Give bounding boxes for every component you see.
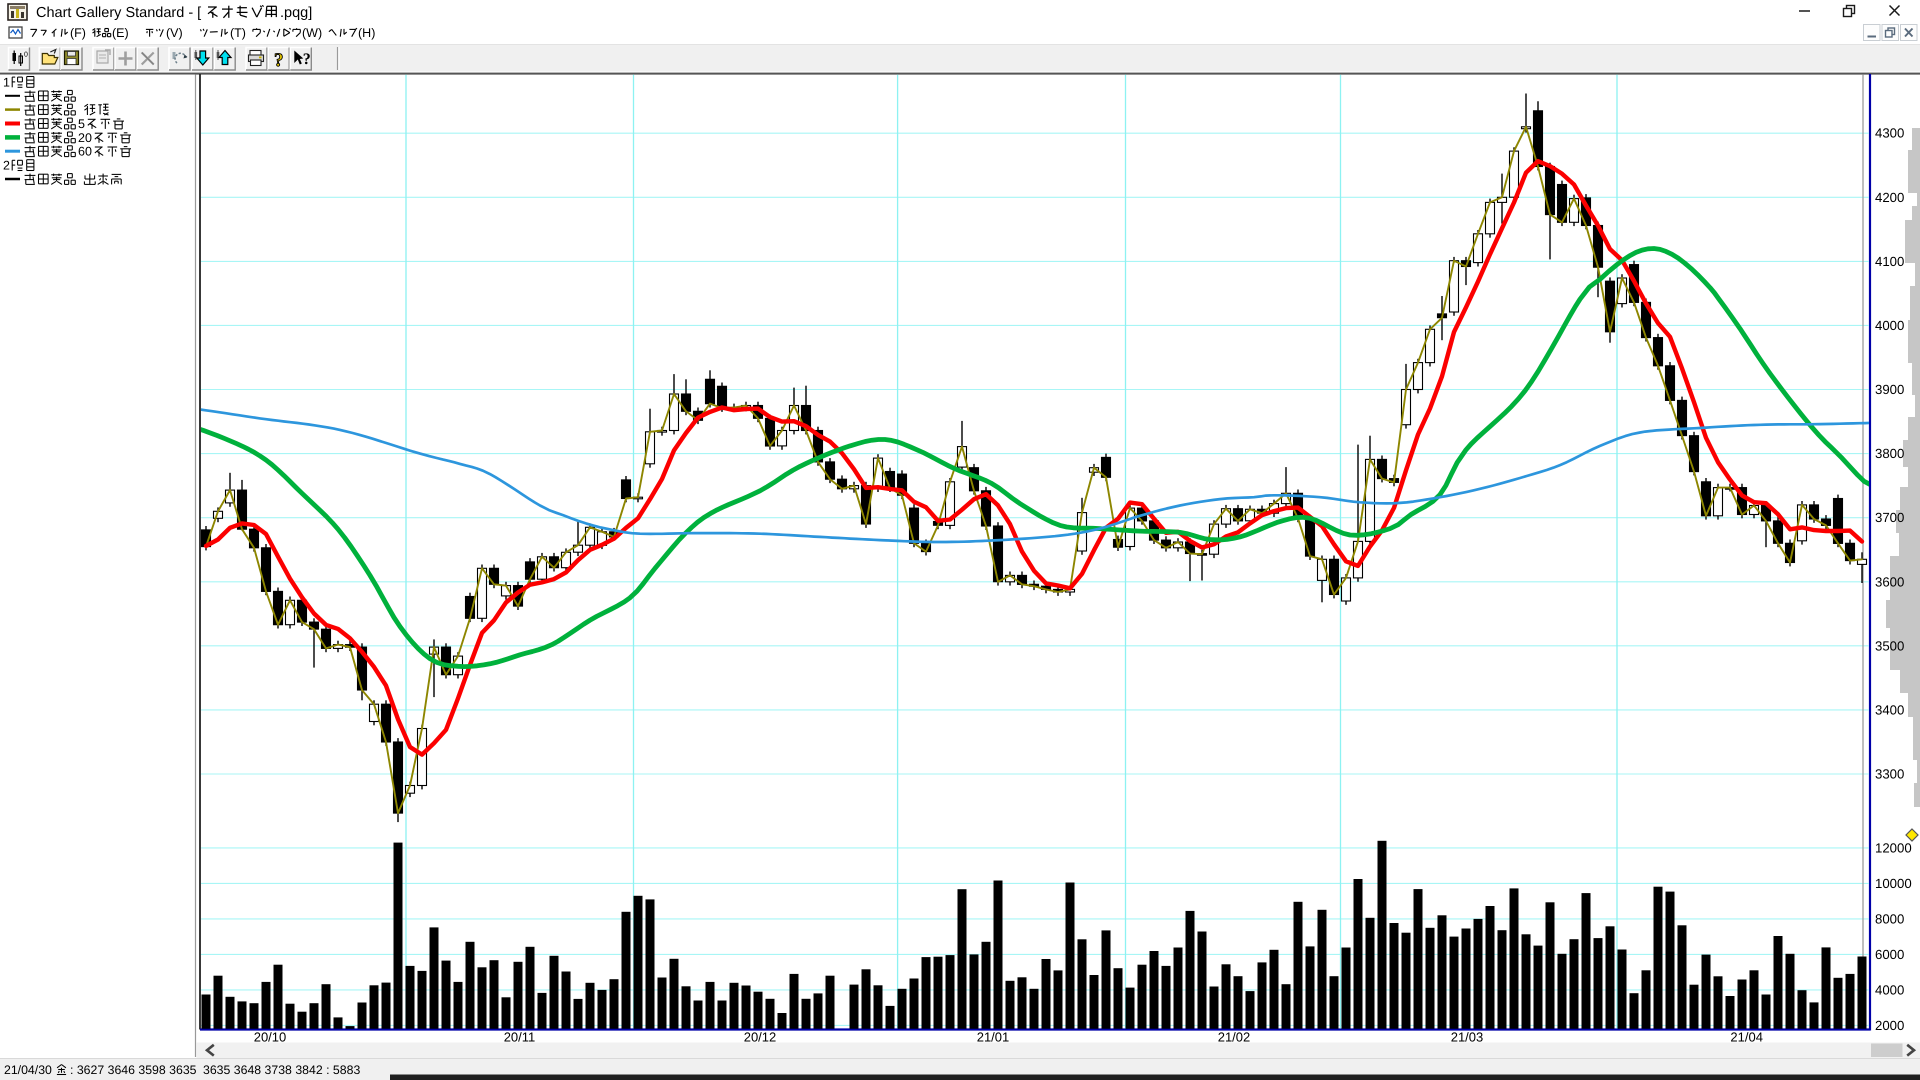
svg-text:20/12: 20/12	[744, 1030, 777, 1045]
svg-text:4000: 4000	[1875, 318, 1904, 333]
svg-text:3300: 3300	[1875, 767, 1904, 782]
svg-text:4000: 4000	[1875, 982, 1904, 997]
svg-text:(W): (W)	[302, 26, 322, 40]
svg-text:(V): (V)	[166, 26, 183, 40]
svg-text:20/11: 20/11	[504, 1030, 536, 1045]
svg-text:4200: 4200	[1875, 190, 1904, 205]
svg-text:.pqg]: .pqg]	[280, 5, 312, 21]
svg-text:3600: 3600	[1875, 574, 1904, 589]
svg-text:3800: 3800	[1875, 446, 1904, 461]
svg-text:4100: 4100	[1875, 254, 1904, 269]
svg-text:3400: 3400	[1875, 702, 1904, 717]
svg-text:20/10: 20/10	[254, 1030, 287, 1045]
svg-text:(H): (H)	[358, 26, 375, 40]
svg-text:21/04: 21/04	[1730, 1030, 1763, 1045]
svg-text:: 3627 3646 3598 3635: : 3627 3646 3598 3635	[70, 1063, 197, 1077]
svg-text:(F): (F)	[70, 26, 86, 40]
svg-text:5: 5	[78, 117, 85, 131]
svg-text:?: ?	[274, 50, 284, 71]
svg-text:3700: 3700	[1875, 510, 1904, 525]
svg-text:21/03: 21/03	[1451, 1030, 1484, 1045]
svg-text:3900: 3900	[1875, 382, 1904, 397]
svg-text:2: 2	[3, 159, 10, 173]
svg-text:1: 1	[3, 75, 10, 89]
svg-text:21/02: 21/02	[1218, 1030, 1251, 1045]
svg-text:8000: 8000	[1875, 911, 1904, 926]
svg-text:12000: 12000	[1875, 840, 1912, 855]
svg-text:3500: 3500	[1875, 638, 1904, 653]
svg-text:2000: 2000	[1875, 1018, 1904, 1033]
svg-text:3635 3648 3738 3842 : 5883: 3635 3648 3738 3842 : 5883	[203, 1063, 360, 1077]
svg-text:21/04/30: 21/04/30	[4, 1063, 52, 1077]
svg-text:6000: 6000	[1875, 947, 1904, 962]
svg-text:60: 60	[78, 145, 92, 159]
svg-text:0: 0	[24, 52, 28, 59]
svg-text:4300: 4300	[1875, 126, 1904, 141]
svg-text:(E): (E)	[112, 26, 129, 40]
svg-text:Chart Gallery Standard - [: Chart Gallery Standard - [	[36, 5, 201, 21]
svg-text:?: ?	[303, 51, 311, 68]
svg-text:20: 20	[78, 131, 92, 145]
svg-text:(T): (T)	[230, 26, 246, 40]
svg-text:10000: 10000	[1875, 876, 1912, 891]
svg-text:21/01: 21/01	[977, 1030, 1010, 1045]
